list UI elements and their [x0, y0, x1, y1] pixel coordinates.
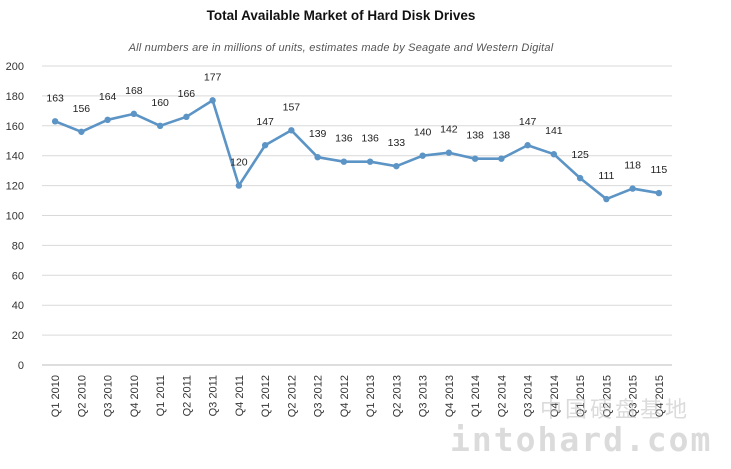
x-tick-label: Q1 2012 [260, 375, 272, 417]
data-point [78, 128, 85, 135]
x-tick-label: Q1 2011 [155, 375, 167, 416]
data-label: 157 [283, 101, 301, 113]
data-label: 139 [309, 128, 327, 140]
data-point [629, 185, 636, 192]
x-tick-label: Q2 2011 [181, 375, 193, 416]
data-label: 136 [361, 133, 379, 145]
data-label: 118 [624, 160, 641, 172]
chart-subtitle: All numbers are in millions of units, es… [128, 42, 554, 54]
x-tick-label: Q4 2014 [549, 375, 561, 417]
data-point [314, 153, 321, 161]
x-tick-label: Q1 2015 [575, 375, 587, 417]
y-tick-label: 140 [6, 151, 24, 163]
x-tick-label: Q2 2015 [601, 375, 613, 417]
data-label: 166 [178, 88, 196, 100]
data-point [445, 149, 453, 156]
data-point [603, 195, 610, 203]
data-label: 142 [440, 124, 458, 136]
data-label: 147 [256, 116, 274, 128]
data-point [550, 151, 558, 158]
y-tick-label: 20 [12, 330, 24, 342]
y-tick-label: 100 [6, 211, 24, 223]
data-label: 141 [545, 125, 563, 137]
y-tick-label: 180 [6, 91, 24, 103]
x-tick-label: Q1 2013 [365, 375, 377, 417]
data-point [366, 158, 374, 165]
gridlines [42, 65, 672, 366]
data-point [156, 122, 164, 129]
data-point [261, 142, 269, 149]
x-tick-label: Q3 2014 [523, 375, 535, 417]
x-tick-label: Q1 2010 [50, 375, 62, 417]
data-label: 125 [571, 149, 589, 161]
data-label: 177 [204, 71, 222, 83]
data-label: 120 [230, 157, 248, 169]
data-point [419, 152, 426, 159]
data-label: 111 [598, 170, 614, 182]
data-label: 163 [46, 92, 64, 104]
watermark: intohard.com [450, 420, 713, 459]
data-point [183, 113, 190, 121]
data-point [655, 189, 663, 197]
data-point [393, 162, 400, 170]
data-point [471, 155, 479, 162]
watermark-chinese: 中国硬盘基地 [540, 398, 691, 423]
series [51, 97, 663, 203]
x-tick-label: Q4 2010 [129, 375, 141, 417]
x-axis: Q1 2010 Q2 2010 Q3 2010 Q4 2010 Q1 2011 Q2 20… [50, 375, 666, 417]
x-tick-label: Q4 2015 [654, 375, 666, 417]
x-tick-label: Q2 2014 [496, 375, 508, 417]
y-axis: 0 20 40 60 80 100 120 140 160 180 200 [6, 61, 24, 372]
data-point [51, 118, 59, 125]
data-point [340, 158, 348, 165]
data-label: 136 [335, 133, 353, 145]
data-label: 147 [519, 116, 537, 128]
data-point [209, 97, 216, 104]
x-tick-label: Q1 2014 [470, 375, 482, 417]
y-tick-label: 160 [6, 121, 24, 133]
x-tick-label: Q2 2012 [286, 375, 298, 417]
data-label: 164 [99, 91, 117, 103]
data-point [130, 110, 138, 118]
x-tick-label: Q2 2013 [391, 375, 403, 417]
y-tick-label: 0 [18, 360, 24, 372]
x-tick-label: Q3 2012 [313, 375, 325, 417]
data-label: 138 [493, 130, 511, 142]
data-label: 138 [466, 130, 484, 142]
series-line [54, 99, 660, 201]
x-tick-label: Q2 2010 [76, 375, 88, 417]
data-point [235, 182, 243, 189]
data-label: 140 [414, 127, 432, 139]
y-tick-label: 200 [6, 61, 24, 73]
x-tick-label: Q4 2011 [234, 375, 246, 416]
x-tick-label: Q3 2011 [208, 375, 220, 416]
data-point [576, 174, 584, 182]
y-tick-label: 80 [12, 240, 24, 252]
x-tick-label: Q4 2012 [339, 375, 351, 417]
data-label: 168 [125, 85, 143, 97]
data-point [104, 116, 111, 124]
x-tick-label: Q3 2013 [418, 375, 430, 417]
data-label: 133 [388, 137, 406, 149]
data-point [524, 142, 531, 149]
data-label: 156 [73, 103, 91, 115]
data-label: 115 [651, 164, 668, 176]
data-point [498, 155, 505, 162]
y-tick-label: 60 [12, 270, 24, 282]
data-labels: 163 156 164 168 160 166 177 120 147 157 139 136 136 1… [46, 71, 667, 182]
x-tick-label: Q3 2010 [103, 375, 115, 417]
data-label: 160 [151, 97, 169, 109]
y-tick-label: 120 [6, 181, 24, 193]
y-tick-label: 40 [12, 300, 24, 312]
data-point [288, 127, 295, 134]
chart-title: Total Available Market of Hard Disk Driv… [206, 8, 476, 23]
x-tick-label: Q3 2015 [628, 375, 640, 417]
x-tick-label: Q4 2013 [444, 375, 456, 417]
